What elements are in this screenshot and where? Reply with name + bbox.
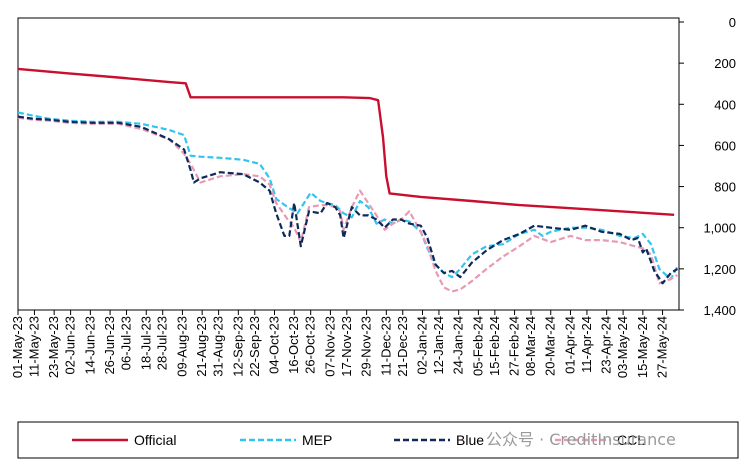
plot-area-border	[17, 17, 680, 311]
watermark-text: 公众号 · CreditInsurance	[486, 430, 676, 449]
x-tick-label: 04-Oct-23	[267, 316, 282, 374]
y-tick-label: 0	[729, 15, 736, 30]
x-tick-label: 15-May-24	[635, 316, 650, 378]
x-tick-label: 06-Jul-23	[119, 316, 134, 370]
legend-label-official: Official	[134, 432, 177, 448]
x-tick-label: 12-Jan-24	[431, 316, 446, 375]
x-tick-label: 02-Jan-24	[414, 316, 429, 375]
series-layer	[17, 67, 679, 293]
x-tick-label: 12-Sep-23	[230, 316, 245, 377]
x-tick-label: 26-Jun-23	[102, 316, 117, 375]
x-tick-label: 03-May-24	[615, 316, 630, 378]
x-tick-label: 22-Sep-23	[247, 316, 262, 377]
x-tick-label: 29-Nov-23	[359, 316, 374, 377]
x-tick-label: 05-Feb-24	[470, 316, 485, 376]
x-tick-label: 11-Apr-24	[579, 316, 594, 373]
x-tick-label: 09-Aug-23	[174, 316, 189, 377]
y-axis-ticks: 0 200 400 600 800 1,000 1,200 1,400	[679, 15, 736, 318]
x-tick-label: 11-Dec-23	[378, 316, 393, 376]
y-tick-label: 800	[714, 180, 736, 195]
y-tick-label: 600	[714, 138, 736, 153]
y-tick-label: 1,400	[703, 303, 736, 318]
x-tick-label: 15-Feb-24	[487, 316, 502, 376]
x-tick-label: 18-Jul-23	[138, 316, 153, 370]
y-tick-label: 200	[714, 56, 736, 71]
x-tick-label: 16-Oct-23	[286, 316, 301, 374]
x-tick-label: 27-May-24	[655, 316, 670, 378]
x-tick-label: 01-Apr-24	[562, 316, 577, 374]
x-tick-label: 14-Jun-23	[82, 316, 97, 375]
x-tick-label: 21-Aug-23	[194, 316, 209, 377]
x-tick-label: 17-Nov-23	[339, 316, 354, 377]
series-line-mep	[17, 111, 679, 281]
x-tick-label: 24-Jan-24	[451, 316, 466, 375]
x-tick-label: 27-Feb-24	[507, 316, 522, 376]
x-tick-label: 11-May-23	[26, 316, 41, 377]
y-tick-label: 1,200	[703, 262, 736, 277]
x-tick-label: 28-Jul-23	[155, 316, 170, 370]
x-tick-label: 07-Nov-23	[322, 316, 337, 377]
legend-box	[17, 421, 739, 459]
series-line-ccl	[17, 116, 678, 293]
x-tick-label: 23-May-23	[46, 316, 61, 378]
x-tick-label: 23-Apr-24	[599, 316, 614, 374]
x-tick-label: 21-Dec-23	[395, 316, 410, 377]
x-tick-label: 02-Jun-23	[63, 316, 78, 375]
x-tick-label: 26-Oct-23	[303, 316, 318, 374]
x-tick-label: 08-Mar-24	[523, 316, 538, 376]
legend-label-ccl: CCL	[617, 432, 645, 448]
x-tick-label: 31-Aug-23	[211, 316, 226, 377]
legend-label-blue: Blue	[456, 432, 484, 448]
series-line-blue	[17, 115, 678, 285]
legend: Official MEP Blue CCL	[72, 432, 645, 448]
y-tick-label: 1,000	[703, 221, 736, 236]
series-line-official	[17, 67, 675, 216]
legend-label-mep: MEP	[302, 432, 332, 448]
y-tick-label: 400	[714, 97, 736, 112]
x-axis-ticks: 01-May-23 11-May-23 23-May-23 02-Jun-23 14-J…	[10, 310, 670, 378]
x-tick-label: 01-May-23	[10, 316, 25, 378]
x-tick-label: 20-Mar-24	[543, 316, 558, 376]
